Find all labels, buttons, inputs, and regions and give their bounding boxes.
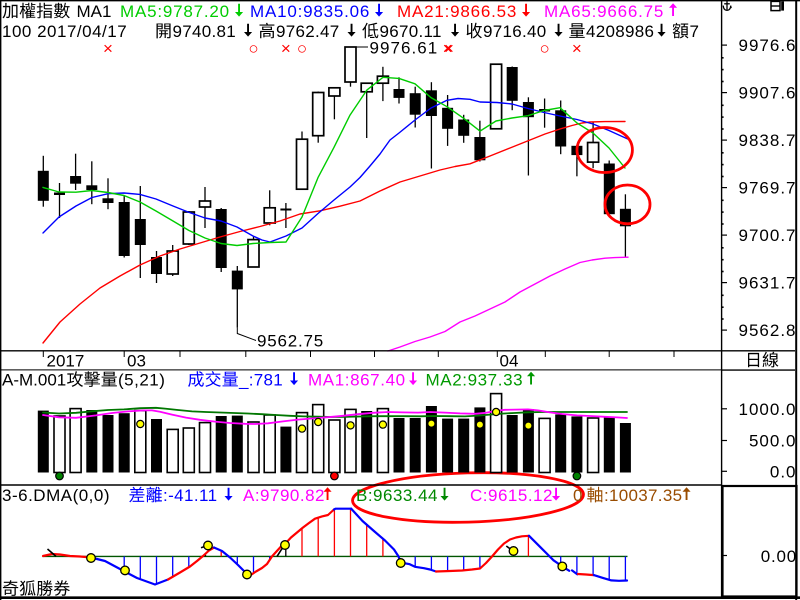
svg-text:×: × [103, 39, 113, 58]
svg-text:9716.40: 9716.40 [483, 22, 547, 41]
svg-text:3-6.DMA(0,0): 3-6.DMA(0,0) [2, 486, 110, 505]
svg-text::10037.35: :10037.35 [604, 486, 682, 505]
svg-text:×: × [444, 39, 454, 58]
svg-text:0.0: 0.0 [770, 462, 797, 481]
svg-text:04: 04 [500, 352, 519, 371]
svg-text:MA2:937.33: MA2:937.33 [426, 371, 524, 390]
svg-text:4208986: 4208986 [586, 22, 654, 41]
svg-text:03: 03 [127, 352, 146, 371]
svg-text:9976.61: 9976.61 [370, 39, 439, 58]
svg-text:(5,21): (5,21) [118, 371, 165, 390]
svg-text:×: × [443, 39, 453, 58]
svg-text:9670.11: 9670.11 [380, 22, 442, 41]
svg-text:9762.47: 9762.47 [276, 22, 340, 41]
svg-text:_:781: _:781 [238, 371, 283, 390]
svg-text:9740.81: 9740.81 [173, 22, 237, 41]
svg-text::-41.11: :-41.11 [163, 486, 217, 505]
svg-text:MA21:9866.53: MA21:9866.53 [397, 2, 517, 21]
svg-text:2017: 2017 [47, 352, 85, 371]
svg-text:C:9615.12: C:9615.12 [470, 486, 553, 505]
svg-text:MA1: MA1 [77, 2, 112, 21]
svg-text:A:9790.82: A:9790.82 [243, 486, 325, 505]
svg-text:500.0: 500.0 [749, 432, 797, 451]
svg-text:MA10:9835.06: MA10:9835.06 [250, 2, 370, 21]
svg-text:9976.6: 9976.6 [739, 36, 797, 55]
svg-text:9769.7: 9769.7 [739, 179, 797, 198]
svg-text:○: ○ [297, 39, 307, 58]
svg-text:9700.7: 9700.7 [739, 226, 797, 245]
svg-text:×: × [281, 39, 291, 58]
svg-text:7: 7 [690, 22, 699, 41]
svg-text:○: ○ [539, 39, 549, 58]
svg-text:MA1:867.40: MA1:867.40 [308, 371, 406, 390]
svg-text:MA5:9787.20: MA5:9787.20 [120, 2, 230, 21]
svg-text:9562.8: 9562.8 [739, 321, 797, 340]
svg-text:1000.0: 1000.0 [739, 400, 797, 419]
svg-text:9907.6: 9907.6 [739, 84, 797, 103]
svg-text:MA65:9666.75: MA65:9666.75 [544, 2, 664, 21]
svg-text:9562.75: 9562.75 [257, 332, 324, 351]
svg-text:0.00: 0.00 [761, 547, 797, 566]
svg-text:B:9633.44: B:9633.44 [356, 486, 438, 505]
svg-text:○: ○ [248, 39, 258, 58]
svg-text:A-M.001: A-M.001 [2, 371, 66, 390]
svg-text:0: 0 [573, 486, 582, 505]
svg-text:9631.7: 9631.7 [739, 274, 797, 293]
svg-text:×: × [572, 39, 582, 58]
svg-text:9838.7: 9838.7 [739, 131, 797, 150]
svg-text:100 2017/04/17: 100 2017/04/17 [2, 22, 127, 41]
